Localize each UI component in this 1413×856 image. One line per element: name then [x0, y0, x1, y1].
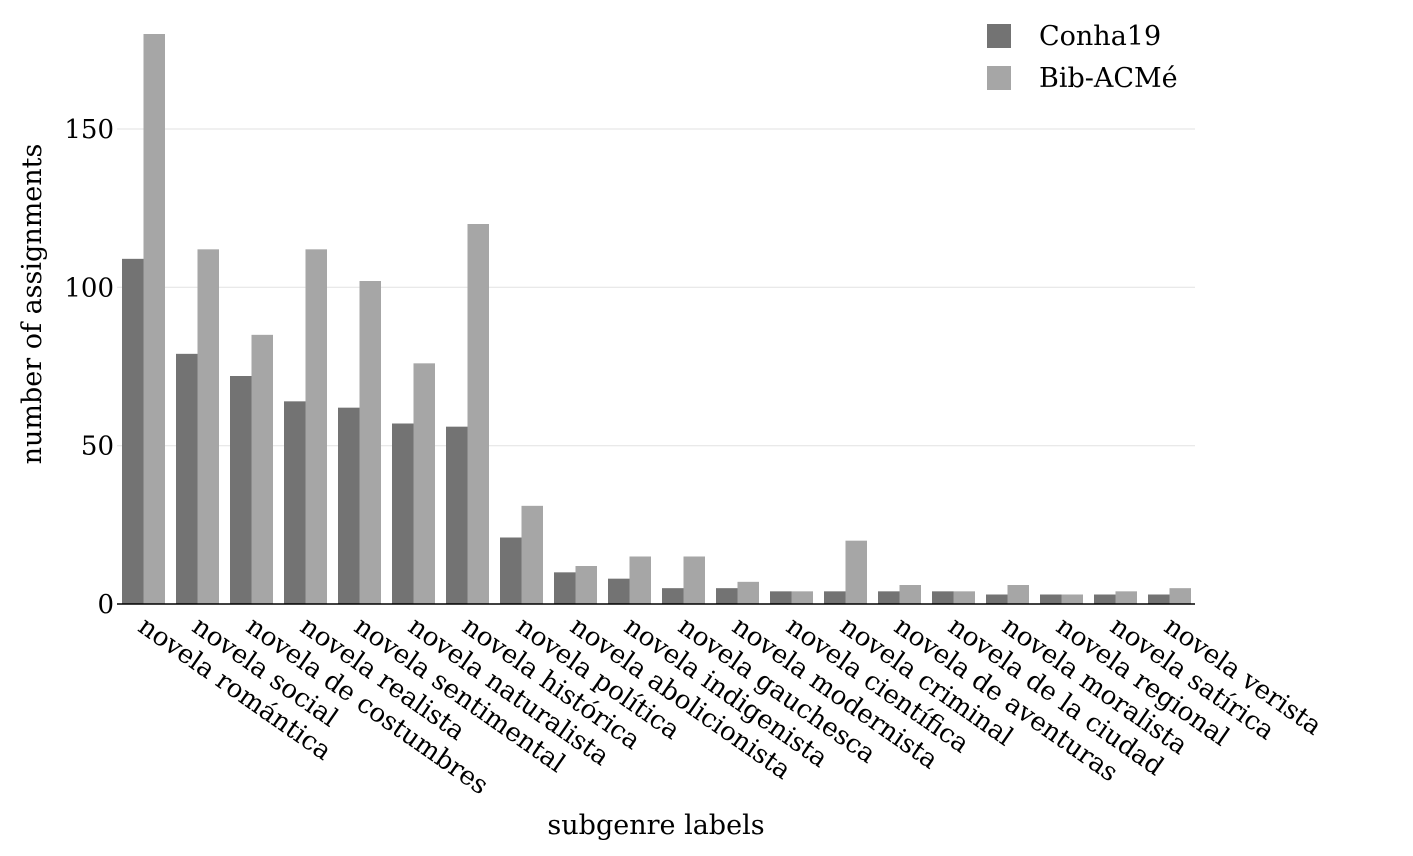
bar-conha19-14 — [878, 591, 900, 604]
bar-bib-acme-12 — [791, 591, 813, 604]
bar-conha19-9 — [608, 578, 630, 604]
legend-swatch-0 — [987, 24, 1011, 48]
bar-conha19-17 — [1040, 594, 1062, 604]
bar-conha19-8 — [554, 572, 576, 604]
bar-bib-acme-18 — [1115, 591, 1137, 604]
legend-label-0: Conha19 — [1039, 21, 1161, 52]
bar-bib-acme-13 — [845, 540, 867, 604]
bar-bib-acme-14 — [899, 585, 921, 604]
x-axis-label: subgenre labels — [547, 810, 764, 841]
bar-conha19-16 — [986, 594, 1008, 604]
bar-bib-acme-3 — [305, 249, 327, 605]
bar-conha19-4 — [338, 407, 360, 604]
bar-conha19-19 — [1148, 594, 1170, 604]
bar-bib-acme-1 — [197, 249, 219, 605]
bar-bib-acme-19 — [1169, 588, 1191, 604]
bar-conha19-12 — [770, 591, 792, 604]
y-tick-label-2: 100 — [64, 273, 114, 303]
bar-bib-acme-15 — [953, 591, 975, 604]
bar-conha19-1 — [176, 353, 198, 604]
bars — [122, 34, 1191, 605]
bar-conha19-18 — [1094, 594, 1116, 604]
bar-conha19-13 — [824, 591, 846, 604]
legend: Conha19 Bib-ACMé — [987, 21, 1178, 94]
y-tick-labels: 0 50 100 150 — [64, 115, 114, 620]
bar-conha19-3 — [284, 401, 306, 604]
bar-bib-acme-6 — [467, 224, 489, 604]
bar-bib-acme-8 — [575, 566, 597, 604]
legend-swatch-1 — [987, 66, 1011, 90]
bar-conha19-15 — [932, 591, 954, 604]
bar-bib-acme-9 — [629, 556, 651, 604]
bar-bib-acme-10 — [683, 556, 705, 604]
bar-conha19-6 — [446, 426, 468, 604]
bar-conha19-11 — [716, 588, 738, 604]
bar-conha19-7 — [500, 537, 522, 604]
bar-bib-acme-0 — [143, 34, 165, 604]
bar-conha19-5 — [392, 423, 414, 604]
bar-bib-acme-7 — [521, 505, 543, 604]
grid-lines — [117, 128, 1195, 447]
bar-bib-acme-11 — [737, 581, 759, 604]
bar-bib-acme-17 — [1061, 594, 1083, 604]
bar-bib-acme-2 — [251, 334, 273, 604]
bar-bib-acme-4 — [359, 281, 381, 604]
y-axis-label: number of assignments — [17, 144, 48, 465]
bar-conha19-0 — [122, 258, 144, 604]
y-tick-label-0: 0 — [97, 590, 114, 620]
bar-bib-acme-16 — [1007, 585, 1029, 604]
bar-conha19-10 — [662, 588, 684, 604]
legend-label-1: Bib-ACMé — [1039, 63, 1178, 94]
y-tick-label-1: 50 — [81, 432, 114, 462]
bar-conha19-2 — [230, 376, 252, 604]
y-tick-label-3: 150 — [64, 115, 114, 145]
bar-bib-acme-5 — [413, 363, 435, 604]
